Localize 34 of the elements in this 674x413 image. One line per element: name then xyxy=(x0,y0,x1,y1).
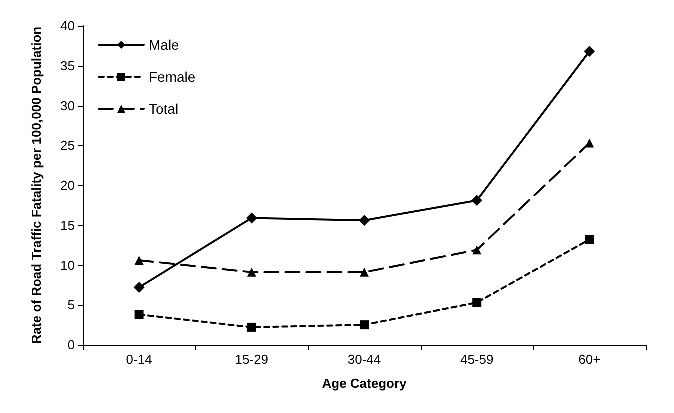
point xyxy=(585,235,594,244)
x-axis-title: Age Category xyxy=(322,376,408,391)
point xyxy=(472,246,482,255)
x-tick-label: 45-59 xyxy=(460,352,494,367)
point xyxy=(360,320,369,330)
legend-label: Total xyxy=(149,101,179,117)
y-tick-label: 35 xyxy=(60,58,75,74)
y-tick-label: 5 xyxy=(68,298,75,313)
point xyxy=(134,256,144,265)
x-tick-label: 30-44 xyxy=(348,352,382,367)
point xyxy=(584,46,596,58)
point xyxy=(472,298,482,308)
y-tick-label: 10 xyxy=(60,258,75,273)
point xyxy=(585,138,594,148)
point xyxy=(359,215,370,226)
y-axis-title: Rate of Road Traffic Fatality per 100,000 Population xyxy=(29,26,44,344)
point xyxy=(246,212,258,224)
y-tick-label: 30 xyxy=(60,98,75,114)
point xyxy=(134,282,145,294)
point xyxy=(360,268,369,277)
x-tick-label: 60+ xyxy=(578,352,601,367)
y-tick-label: 40 xyxy=(60,18,75,34)
y-tick-label: 15 xyxy=(60,218,75,233)
point xyxy=(247,268,256,277)
y-tick-label: 20 xyxy=(60,178,75,193)
x-tick-label: 15-29 xyxy=(235,352,269,367)
legend-label: Male xyxy=(149,37,180,53)
legend-label: Female xyxy=(149,69,196,85)
y-tick-label: 25 xyxy=(60,138,75,154)
point xyxy=(134,310,144,320)
point xyxy=(472,195,483,206)
y-tick-label: 0 xyxy=(68,338,75,352)
x-tick-label: 0-14 xyxy=(126,352,152,367)
point xyxy=(247,322,256,332)
